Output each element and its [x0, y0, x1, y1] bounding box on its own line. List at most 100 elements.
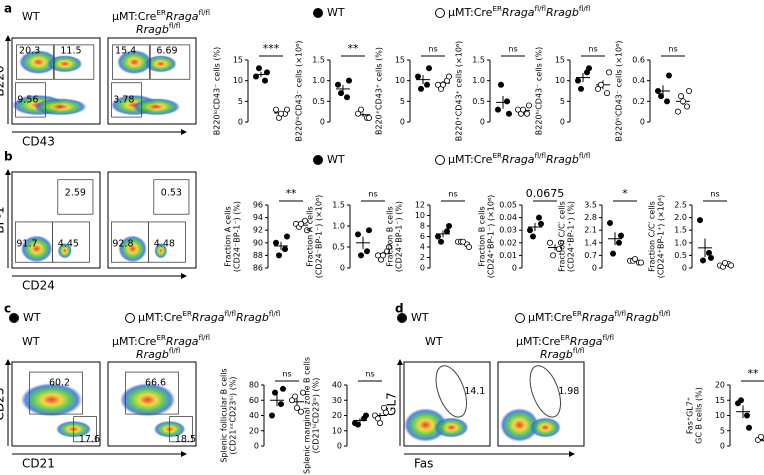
gate — [73, 416, 97, 443]
y-axis-title: Fraction A cells — [306, 206, 315, 266]
flow-density — [116, 50, 152, 75]
y-tick-label: 15 — [233, 56, 243, 65]
gate-value: 0.53 — [161, 188, 182, 199]
data-point — [675, 108, 682, 115]
y-tick-label: 86 — [253, 264, 263, 273]
data-point — [505, 110, 512, 117]
column-header: WT — [22, 335, 40, 348]
data-point — [417, 85, 424, 92]
legend-marker — [435, 8, 445, 18]
flow-density — [144, 55, 177, 73]
y-axis-title: B220⁺CD43⁺ cells (×10⁶) — [455, 41, 464, 141]
gate — [149, 44, 191, 80]
y-tick-label: 0.02 — [499, 238, 517, 247]
data-point — [547, 239, 554, 246]
y-tick-label: 0 — [592, 264, 597, 273]
significance-label: ** — [286, 187, 298, 200]
significance-label: ns — [508, 45, 517, 54]
data-point — [658, 93, 665, 100]
y-tick-label: 20 — [249, 426, 259, 435]
significance-label: * — [622, 187, 628, 200]
y-tick-label: 80 — [249, 381, 259, 390]
data-point — [632, 255, 639, 262]
legend-marker — [515, 313, 525, 323]
gate — [15, 82, 46, 118]
gate — [148, 221, 186, 263]
genotype-part: Rraga — [192, 311, 225, 324]
data-point — [291, 393, 298, 400]
gate-value: 18.5 — [175, 434, 196, 445]
data-point — [558, 239, 565, 246]
data-point — [345, 77, 352, 84]
genotype-part: ER — [492, 4, 502, 13]
data-point — [272, 106, 279, 113]
data-point — [655, 88, 662, 95]
data-point — [288, 397, 295, 404]
legend-label: WT — [411, 311, 429, 324]
genotype-label: μMT:CreERRragafl/fl — [516, 333, 614, 349]
y-tick-label: 1.0 — [674, 238, 687, 247]
flow-density — [154, 243, 168, 259]
y-tick-label: 0.5 — [472, 97, 485, 106]
gate-value: 91.7 — [16, 239, 37, 250]
gate-value: 2.59 — [65, 188, 86, 199]
y-tick-label: 4 — [420, 243, 425, 252]
y-tick-label: 1.5 — [674, 226, 687, 235]
y-tick-label: 40 — [332, 381, 342, 390]
data-point — [497, 81, 504, 88]
data-point — [722, 259, 729, 266]
data-point — [376, 420, 383, 427]
y-tick-label: 0.01 — [499, 251, 517, 260]
data-point — [343, 94, 350, 101]
x-axis-label: CD21 — [22, 457, 55, 471]
data-point — [684, 103, 691, 110]
data-point — [379, 252, 386, 259]
gate-value: 20.3 — [19, 45, 40, 56]
legend-marker — [397, 313, 407, 323]
y-tick-label: 0 — [720, 442, 725, 451]
flow-density — [34, 98, 87, 116]
gate — [529, 365, 562, 418]
x-axis-label: Fas — [414, 457, 433, 471]
data-point — [439, 81, 446, 88]
y-tick-label: 1.0 — [332, 222, 345, 231]
data-point — [595, 85, 602, 92]
genotype-label: Rragbfl/fl — [136, 346, 180, 362]
y-tick-label: 15 — [715, 396, 725, 405]
gate-value: 11.5 — [60, 45, 81, 56]
legend-marker — [313, 155, 323, 165]
data-point — [337, 90, 344, 97]
gate-value: 9.56 — [17, 94, 38, 105]
data-point — [354, 421, 361, 428]
gate — [29, 371, 83, 415]
y-tick-label: 10 — [233, 76, 243, 85]
legend-label: WT — [327, 153, 345, 166]
data-point — [385, 243, 392, 250]
gate-value: 6.69 — [156, 45, 177, 56]
y-tick-label: 94 — [253, 213, 263, 222]
y-tick-label: 0.05 — [499, 201, 517, 210]
genotype-part: μMT:Cre — [528, 311, 573, 324]
y-tick-label: 0.5 — [674, 251, 687, 260]
data-point — [414, 73, 421, 80]
significance-label: ns — [282, 370, 291, 379]
genotype-part: ER — [182, 309, 192, 318]
y-tick-label: 0 — [560, 118, 565, 127]
gate-value: 4.48 — [154, 239, 175, 250]
column-header: WT — [22, 10, 40, 23]
genotype-part: μMT:Cre — [112, 10, 157, 23]
gate — [435, 365, 468, 418]
flow-density — [119, 383, 176, 417]
y-tick-label: 0 — [337, 442, 342, 451]
y-tick-label: 0.5 — [312, 97, 325, 106]
y-tick-label: 1.0 — [312, 76, 325, 85]
data-point — [299, 389, 306, 396]
gate — [169, 416, 193, 443]
genotype-part: fl/fl — [169, 21, 180, 30]
genotype-part: fl/fl — [659, 309, 670, 318]
data-point — [279, 385, 286, 392]
y-tick-label: 2 — [420, 253, 425, 262]
genotype-part: Rraga — [570, 335, 603, 348]
data-point — [277, 401, 284, 408]
y-tick-label: 10 — [395, 76, 405, 85]
